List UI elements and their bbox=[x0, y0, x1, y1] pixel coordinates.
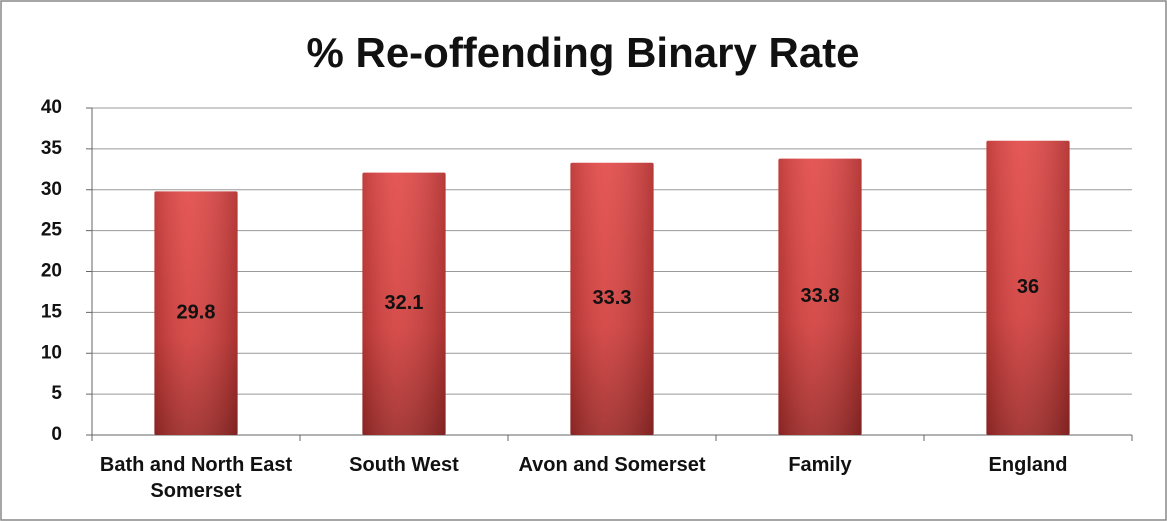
y-tick-label: 25 bbox=[41, 220, 63, 241]
x-tick-text: Family bbox=[788, 454, 852, 476]
x-tick-label: Bath and North East Somerset bbox=[92, 452, 300, 504]
chart-title: % Re-offending Binary Rate bbox=[306, 29, 859, 76]
x-tick-text: South West bbox=[349, 454, 459, 476]
y-tick-label: 0 bbox=[51, 424, 62, 445]
x-tick-label: Family bbox=[716, 452, 924, 478]
y-tick-label: 15 bbox=[41, 301, 63, 322]
data-label: 36 bbox=[1017, 276, 1039, 298]
y-tick-label: 10 bbox=[41, 342, 62, 363]
data-label: 32.1 bbox=[385, 292, 424, 314]
y-tick-label: 35 bbox=[41, 138, 63, 159]
y-tick-label: 5 bbox=[51, 383, 62, 404]
x-tick-text: Bath and North East Somerset bbox=[99, 454, 293, 502]
data-label: 33.8 bbox=[801, 285, 840, 307]
x-tick-label: England bbox=[924, 452, 1132, 478]
x-tick-text: Avon and Somerset bbox=[518, 454, 706, 476]
x-tick-label: Avon and Somerset bbox=[508, 452, 716, 478]
data-label: 33.3 bbox=[593, 287, 632, 309]
y-tick-label: 30 bbox=[41, 179, 62, 200]
x-tick-label: South West bbox=[300, 452, 508, 478]
y-tick-label: 40 bbox=[41, 97, 62, 118]
y-tick-label: 20 bbox=[41, 261, 62, 282]
data-label: 29.8 bbox=[177, 301, 216, 323]
x-tick-text: England bbox=[988, 454, 1068, 476]
